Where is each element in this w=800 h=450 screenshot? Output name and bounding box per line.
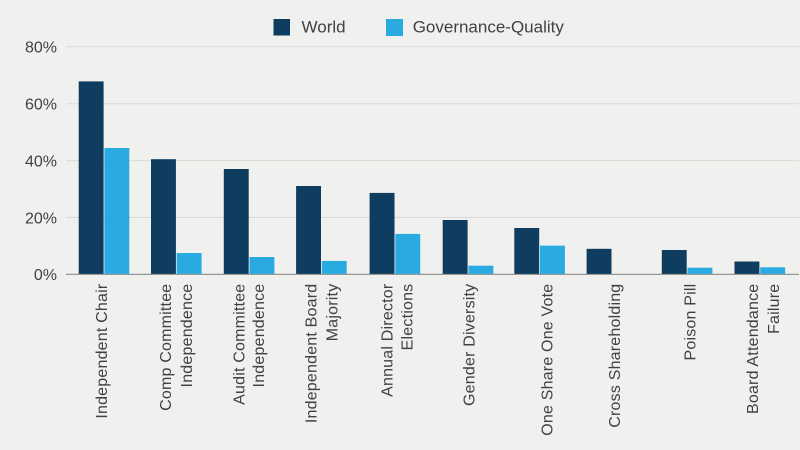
svg-text:Cross Shareholding: Cross Shareholding bbox=[607, 284, 624, 428]
svg-text:20%: 20% bbox=[25, 210, 57, 227]
svg-text:World: World bbox=[302, 18, 346, 37]
svg-text:Board Attendance: Board Attendance bbox=[745, 284, 762, 414]
svg-text:Gender Diversity: Gender Diversity bbox=[461, 284, 478, 406]
svg-text:Elections: Elections bbox=[399, 284, 416, 351]
svg-text:80%: 80% bbox=[25, 40, 57, 57]
svg-text:Independence: Independence bbox=[251, 284, 268, 388]
svg-text:Annual Director: Annual Director bbox=[379, 283, 396, 397]
svg-text:Poison Pill: Poison Pill bbox=[683, 284, 700, 361]
svg-text:Audit Committee: Audit Committee bbox=[232, 284, 249, 405]
svg-text:One Share One Vote: One Share One Vote bbox=[539, 284, 556, 436]
svg-text:60%: 60% bbox=[25, 97, 57, 114]
svg-text:40%: 40% bbox=[25, 153, 57, 170]
svg-text:Majority: Majority bbox=[324, 284, 341, 342]
svg-text:Comp Committee: Comp Committee bbox=[158, 284, 175, 411]
svg-text:0%: 0% bbox=[34, 267, 57, 284]
svg-text:Governance-Quality: Governance-Quality bbox=[413, 18, 565, 37]
svg-text:Independence: Independence bbox=[179, 284, 196, 388]
svg-text:Independent Chair: Independent Chair bbox=[94, 283, 111, 419]
svg-text:Independent Board: Independent Board bbox=[303, 284, 320, 424]
svg-text:Failure: Failure bbox=[766, 284, 783, 334]
